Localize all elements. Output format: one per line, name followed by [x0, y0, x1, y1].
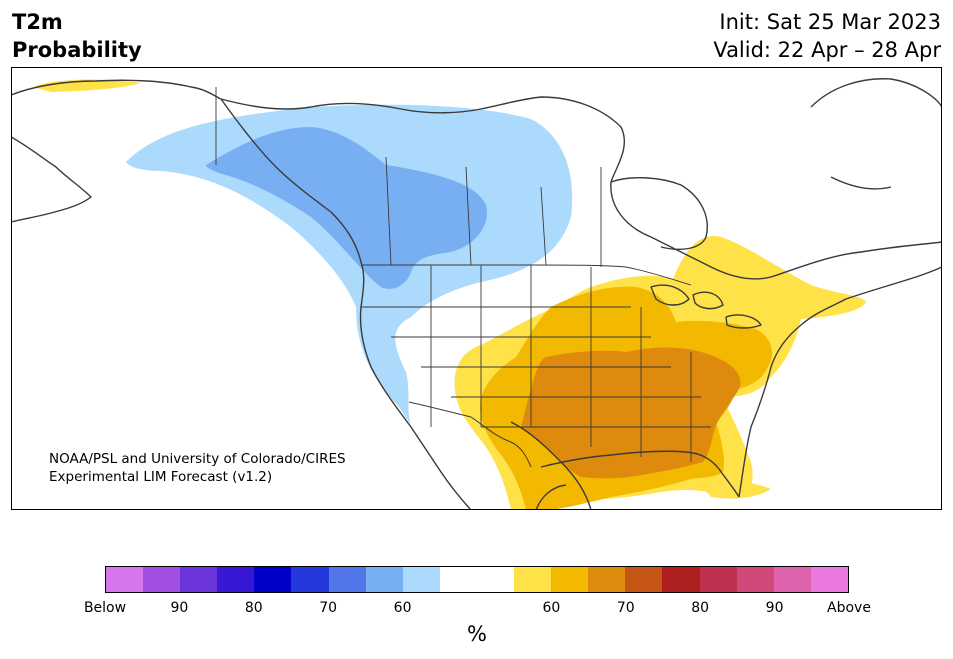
colorbar-swatch: [143, 567, 181, 592]
alaska-coast: [11, 79, 222, 223]
canada-arctic-coast: [220, 96, 942, 280]
colorbar-swatch: [291, 567, 329, 592]
date-block: Init: Sat 25 Mar 2023 Valid: 22 Apr – 28…: [713, 8, 941, 64]
init-date: Init: Sat 25 Mar 2023: [719, 10, 941, 34]
colorbar-tick-label: 90: [765, 600, 784, 616]
colorbar-tick-label: Below: [83, 600, 127, 616]
greenland-coast: [810, 78, 942, 190]
above-70-80-region: [521, 347, 741, 479]
colorbar-swatch: [551, 567, 589, 592]
us-mexico-border: [408, 401, 532, 468]
colorbar-swatch: [588, 567, 626, 592]
us-canada-border: [360, 264, 692, 286]
colorbar-swatch: [254, 567, 292, 592]
colorbar-tick-label: 80: [691, 600, 710, 616]
colorbar-swatch: [662, 567, 700, 592]
colorbar-swatch: [106, 567, 144, 592]
colorbar-swatch: [699, 567, 737, 592]
colorbar-swatch: [402, 567, 440, 592]
gulf-coast: [540, 450, 740, 498]
colorbar-swatch: [476, 567, 515, 592]
colorbar-tick-label: 60: [393, 600, 412, 616]
state-lines: [361, 265, 711, 462]
above-50-60-cuba: [701, 480, 771, 499]
credit-line-2: Experimental LIM Forecast (v1.2): [49, 469, 273, 485]
colorbar-swatch: [180, 567, 218, 592]
colorbar-tick-label: 70: [319, 600, 338, 616]
east-coast: [738, 266, 942, 498]
forecast-map: [11, 67, 942, 510]
credit-text: NOAA/PSL and University of Colorado/CIRE…: [49, 450, 346, 486]
colorbar-swatch: [328, 567, 366, 592]
colorbar-tick-label: Above: [827, 600, 871, 616]
colorbar-swatch: [773, 567, 811, 592]
colorbar-tick-label: 70: [616, 600, 635, 616]
title-block: T2m Probability: [12, 8, 142, 64]
colorbar-swatch: [217, 567, 255, 592]
credit-line-1: NOAA/PSL and University of Colorado/CIRE…: [49, 451, 346, 467]
title-line-1: T2m: [12, 10, 63, 34]
colorbar-swatch: [365, 567, 403, 592]
colorbar-tick-label: 90: [170, 600, 189, 616]
colorbar-swatch: [439, 567, 477, 592]
colorbar-unit: %: [467, 622, 487, 646]
colorbar-tick-label: 60: [542, 600, 561, 616]
title-line-2: Probability: [12, 38, 142, 62]
valid-date: Valid: 22 Apr – 28 Apr: [713, 38, 941, 62]
colorbar: [105, 566, 849, 593]
colorbar-swatch: [810, 567, 848, 592]
colorbar-swatch: [514, 567, 552, 592]
province-lines: [385, 156, 602, 267]
colorbar-swatch: [736, 567, 774, 592]
colorbar-tick-label: 80: [244, 600, 263, 616]
hudson-bay-coast: [610, 177, 708, 250]
colorbar-swatch: [625, 567, 663, 592]
great-lakes: [650, 284, 762, 329]
